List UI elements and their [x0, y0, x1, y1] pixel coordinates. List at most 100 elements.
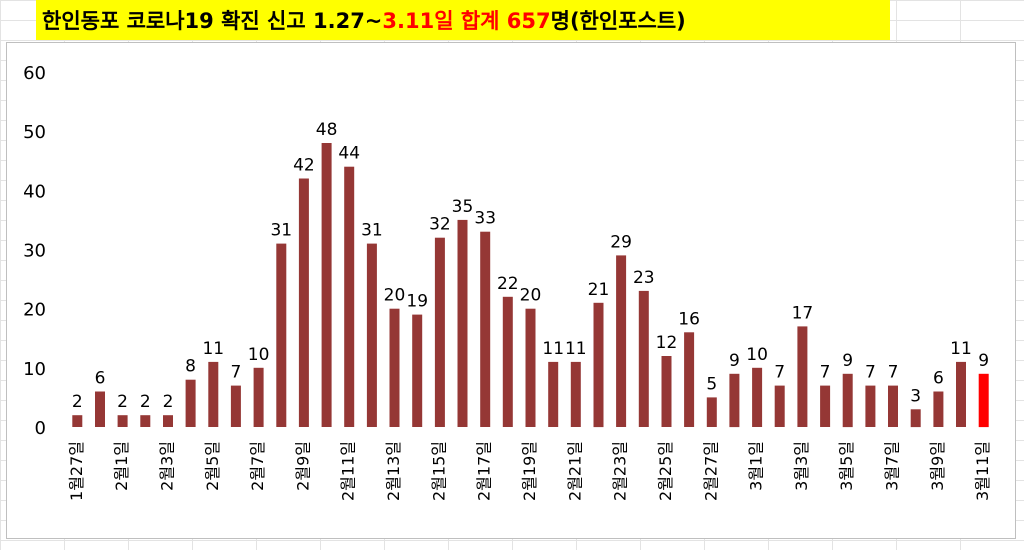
x-tick-label: 3월11일	[973, 441, 992, 501]
y-tick-label: 0	[35, 418, 46, 439]
x-tick-label: 2월23일	[611, 441, 630, 501]
x-tick-label: 3월1일	[747, 441, 766, 491]
data-label: 31	[270, 221, 292, 241]
data-label: 3	[910, 386, 921, 406]
bar	[117, 415, 128, 427]
data-label: 12	[656, 333, 678, 353]
data-label: 32	[429, 215, 451, 235]
data-label: 8	[185, 357, 196, 377]
data-label: 21	[588, 280, 610, 300]
bar	[706, 397, 717, 427]
title-part-1: 한인동포 코로나19 확진 신고 1.27~	[42, 9, 383, 33]
bar	[978, 373, 989, 428]
bar	[72, 415, 83, 427]
data-label: 9	[978, 351, 989, 371]
data-label: 9	[729, 351, 740, 371]
x-tick-label: 2월27일	[701, 441, 720, 501]
x-tick-label: 2월17일	[475, 441, 494, 501]
bar	[570, 361, 581, 427]
data-label: 16	[678, 309, 700, 329]
data-label: 23	[633, 268, 655, 288]
bar	[344, 166, 355, 427]
y-tick-label: 20	[23, 300, 46, 321]
bar	[480, 231, 491, 427]
bar	[593, 302, 604, 428]
x-tick-label: 3월5일	[837, 441, 856, 491]
data-label: 48	[316, 120, 338, 140]
y-tick-label: 60	[23, 63, 46, 84]
bar	[684, 332, 695, 427]
x-tick-label: 3월3일	[792, 441, 811, 491]
data-label: 7	[774, 363, 785, 383]
x-tick-label: 2월11일	[339, 441, 358, 501]
bar	[298, 178, 309, 427]
data-label: 11	[542, 339, 564, 359]
bar	[910, 409, 921, 428]
bar	[638, 290, 649, 427]
bar	[525, 308, 536, 427]
chart-area[interactable]	[6, 42, 1016, 539]
bar	[208, 361, 219, 427]
data-label: 11	[950, 339, 972, 359]
x-tick-label: 3월9일	[928, 441, 947, 491]
bar	[457, 219, 468, 427]
data-label: 20	[384, 286, 406, 306]
data-label: 19	[406, 292, 428, 312]
data-label: 22	[497, 274, 519, 294]
bar	[163, 415, 173, 427]
bar	[616, 255, 627, 427]
bar	[729, 373, 740, 428]
data-label: 9	[842, 351, 853, 371]
data-label: 7	[230, 363, 241, 383]
bar	[842, 373, 853, 428]
data-label: 29	[610, 232, 632, 252]
y-tick-label: 10	[23, 359, 46, 380]
x-tick-label: 2월3일	[158, 441, 177, 491]
bar	[865, 385, 876, 427]
bar	[956, 361, 966, 427]
data-label: 7	[865, 363, 876, 383]
y-tick-label: 30	[23, 241, 46, 262]
title-part-3: 명(한인포스트)	[550, 9, 686, 33]
bar	[230, 385, 241, 427]
bar	[95, 391, 105, 427]
data-label: 6	[933, 369, 944, 389]
data-label: 7	[820, 363, 831, 383]
data-label: 11	[565, 339, 587, 359]
data-label: 5	[706, 374, 717, 394]
bar	[774, 385, 785, 427]
bar	[321, 143, 332, 427]
data-label: 2	[163, 392, 174, 412]
bar	[412, 314, 423, 427]
bar	[797, 326, 808, 427]
bar	[548, 361, 559, 427]
x-axis: 1월27일 2월1일 2월3일 2월5일 2월7일 2월9일 2월11일 2월13일 2월15일…	[67, 441, 992, 501]
y-axis: 0 10 20 30 40 50 60	[23, 63, 46, 439]
x-tick-label: 2월7일	[248, 441, 267, 491]
data-label: 2	[117, 392, 128, 412]
data-label: 2	[72, 392, 83, 412]
data-label: 44	[338, 144, 360, 164]
data-label: 10	[248, 345, 270, 365]
bar	[276, 243, 287, 427]
x-tick-label: 2월19일	[520, 441, 539, 501]
bar	[366, 243, 377, 427]
data-label: 10	[746, 345, 768, 365]
title-part-2: 3.11일 합계 657	[382, 9, 551, 33]
bar	[434, 237, 445, 427]
bar-series	[72, 143, 989, 428]
x-tick-label: 2월13일	[384, 441, 403, 501]
x-tick-label: 2월9일	[293, 441, 312, 491]
y-tick-label: 40	[23, 181, 46, 202]
data-label: 20	[520, 286, 542, 306]
data-label: 2	[140, 392, 151, 412]
bar	[888, 385, 898, 427]
data-label: 11	[202, 339, 224, 359]
data-label: 42	[293, 156, 315, 176]
chart-title: 한인동포 코로나19 확진 신고 1.27~ 3.11일 합계 657 명(한인포스…	[36, 0, 890, 40]
data-label: 17	[792, 303, 814, 323]
x-tick-label: 3월7일	[883, 441, 902, 491]
x-tick-label: 1월27일	[67, 441, 86, 501]
